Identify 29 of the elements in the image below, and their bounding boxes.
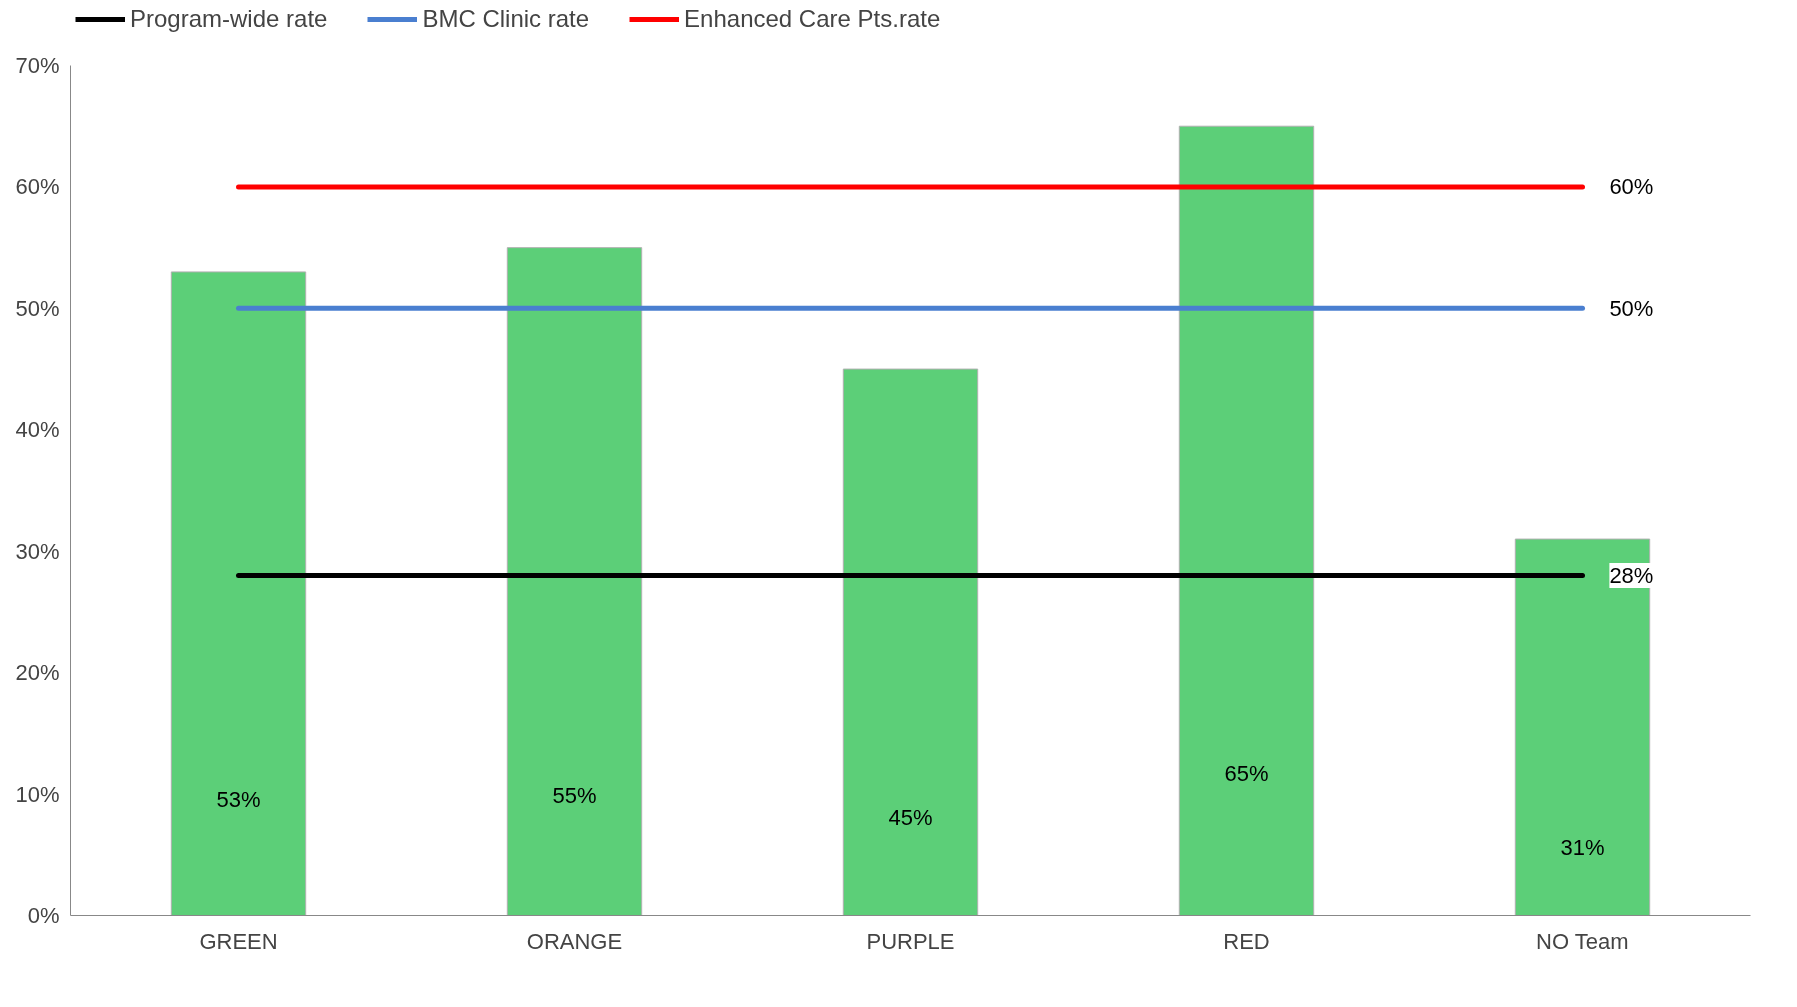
data-label: 31% [1560, 835, 1605, 861]
data-label: 28% [1609, 563, 1654, 588]
y-tick-label: 0% [27, 903, 60, 928]
x-tick-label: ORANGE [526, 928, 623, 954]
data-label: 55% [552, 782, 597, 808]
x-tick-label: RED [1223, 928, 1270, 954]
y-tick-label: 40% [15, 417, 60, 443]
data-label: 45% [888, 804, 933, 830]
x-tick-label: PURPLE [866, 928, 955, 954]
bar [842, 368, 979, 916]
legend-label: BMC Clinic rate [422, 5, 590, 33]
bar [1178, 125, 1315, 916]
y-tick-label: 70% [15, 53, 60, 78]
y-tick-label: 60% [15, 174, 60, 200]
x-tick-label: NO Team [1536, 928, 1629, 954]
x-tick-label: GREEN [199, 928, 278, 954]
y-tick-label: 20% [15, 660, 60, 686]
legend-label: Program-wide rate [130, 5, 328, 33]
data-label: 60% [1609, 174, 1654, 200]
data-label: 65% [1224, 760, 1269, 786]
y-tick-label: 30% [15, 538, 60, 564]
bar [1514, 538, 1651, 916]
data-label: 53% [216, 787, 261, 813]
data-label: 50% [1609, 295, 1654, 321]
y-tick-label: 50% [15, 295, 60, 321]
bar [170, 271, 307, 916]
bar [506, 247, 643, 916]
legend-label: Enhanced Care Pts.rate [684, 5, 941, 33]
y-tick-label: 10% [15, 781, 60, 807]
